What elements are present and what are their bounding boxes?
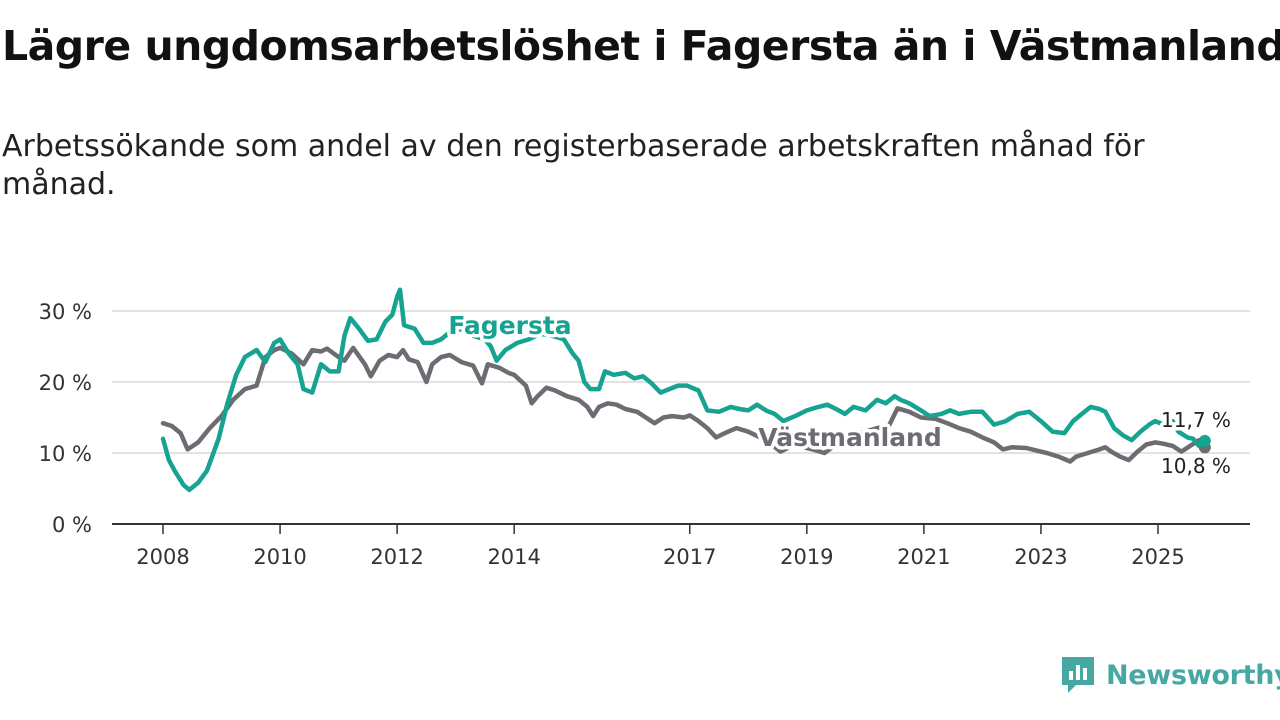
y-tick-label: 0 % <box>52 513 92 537</box>
y-tick-label: 20 % <box>39 371 92 395</box>
chart-series <box>160 287 1211 493</box>
brand-name: Newsworthy <box>1106 659 1280 691</box>
page-title: Lägre ungdomsarbetslöshet i Fagersta än … <box>2 22 1280 70</box>
chart-labels: Fagersta Västmanland 11,7 % 10,8 % <box>445 308 1235 482</box>
series-label-vastmanland: Västmanland <box>758 423 942 452</box>
x-tick-label: 2012 <box>370 545 423 569</box>
x-tick-label: 2019 <box>780 545 833 569</box>
x-tick-label: 2008 <box>136 545 189 569</box>
x-axis: 2008 2010 2012 2014 2017 2019 2021 2023 2025 <box>112 523 1250 569</box>
series-line-fagersta <box>160 287 1208 493</box>
chart-gridlines <box>112 310 1250 454</box>
y-tick-label: 30 % <box>39 300 92 324</box>
x-tick-label: 2021 <box>897 545 950 569</box>
y-axis: 0 % 10 % 20 % 30 % <box>39 300 92 537</box>
end-value-fagersta: 11,7 % <box>1161 408 1231 432</box>
x-tick-label: 2014 <box>487 545 540 569</box>
series-end-marker <box>1198 434 1211 447</box>
end-value-vastmanland: 10,8 % <box>1161 454 1231 478</box>
page-subtitle: Arbetssökande som andel av den registerb… <box>2 129 1145 202</box>
x-tick-label: 2025 <box>1131 545 1184 569</box>
x-tick-label: 2017 <box>663 545 716 569</box>
x-tick-label: 2023 <box>1014 545 1067 569</box>
x-tick-label: 2010 <box>253 545 306 569</box>
brand: Newsworthy <box>1060 655 1280 695</box>
y-tick-label: 10 % <box>39 442 92 466</box>
newsworthy-logo-icon <box>1062 657 1094 693</box>
series-label-fagersta: Fagersta <box>448 311 571 340</box>
